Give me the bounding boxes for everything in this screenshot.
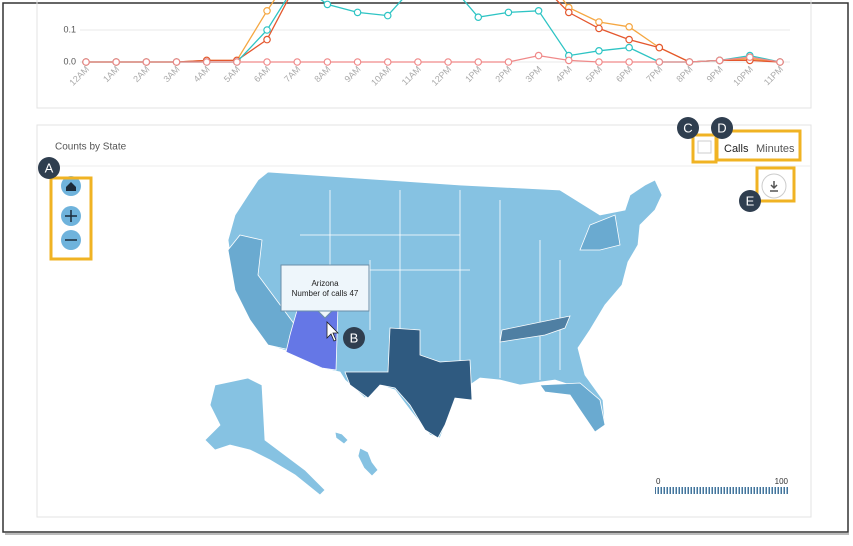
callout-letter: D — [717, 120, 726, 135]
callout-letter: B — [350, 330, 359, 345]
data-point — [233, 58, 241, 66]
data-point — [534, 51, 543, 60]
data-point — [202, 58, 211, 66]
data-point — [595, 24, 603, 33]
data-point — [142, 58, 151, 66]
series-line — [86, 54, 781, 63]
data-point — [595, 58, 603, 66]
data-point — [263, 7, 271, 15]
us-map — [204, 171, 663, 496]
y-tick-label: 0.0 — [63, 56, 76, 66]
state-texas[interactable] — [344, 327, 473, 439]
plus-icon — [65, 210, 77, 222]
chart-card — [36, 0, 812, 109]
data-point — [715, 56, 724, 65]
data-point — [776, 58, 784, 66]
data-point — [383, 11, 392, 20]
state-hawaii[interactable] — [357, 447, 379, 477]
callouts: A B C D E — [38, 117, 761, 349]
callout-box-a — [49, 176, 93, 261]
color-scale — [655, 487, 788, 494]
download-icon — [770, 181, 778, 192]
tooltip-state: Arizona — [311, 279, 339, 288]
data-point — [474, 58, 483, 66]
data-point — [504, 8, 513, 17]
data-point — [353, 8, 362, 17]
data-point — [323, 0, 332, 9]
data-point — [263, 26, 271, 34]
callout-badge — [38, 157, 60, 179]
data-point — [444, 58, 452, 66]
data-point — [625, 43, 633, 52]
state-california[interactable] — [227, 234, 296, 351]
data-point — [474, 13, 483, 22]
state-alaska[interactable] — [204, 377, 326, 496]
data-point — [625, 22, 633, 31]
data-point — [383, 58, 392, 66]
data-point — [595, 18, 603, 26]
y-tick-label: 0.1 — [63, 24, 76, 34]
series-line — [86, 0, 781, 63]
callout-boxes — [49, 129, 802, 261]
data-point — [504, 58, 513, 66]
home-icon — [66, 182, 76, 191]
state-florida[interactable] — [539, 382, 606, 433]
data-point — [564, 8, 573, 17]
data-point — [746, 53, 754, 62]
callout-box-e — [755, 166, 796, 203]
state-new-york[interactable] — [579, 214, 621, 251]
callout-badge — [739, 190, 761, 212]
data-point — [353, 58, 362, 66]
mouse-cursor — [326, 321, 339, 342]
data-point — [263, 58, 271, 66]
legend-max: 100 — [775, 477, 789, 486]
image-icon[interactable] — [697, 140, 712, 154]
tooltip — [280, 264, 370, 312]
toggle-minutes[interactable]: Minutes — [756, 143, 795, 155]
callout-letter: A — [45, 160, 54, 175]
map-title: Counts by State — [55, 142, 127, 153]
data-point — [655, 58, 664, 66]
line-chart — [80, 0, 790, 66]
data-point — [263, 35, 271, 44]
toggle-calls[interactable]: Calls — [724, 143, 749, 155]
state-borders — [290, 190, 561, 380]
legend-min: 0 — [656, 477, 661, 486]
state-tennessee[interactable] — [499, 315, 571, 343]
data-point — [625, 58, 633, 66]
tooltip-number: 47 — [349, 289, 358, 298]
data-point — [414, 58, 422, 66]
tooltip-value: Number of calls 47 — [292, 289, 359, 298]
data-point — [564, 56, 573, 65]
data-point — [82, 58, 90, 66]
callout-badge — [711, 117, 733, 139]
data-point — [655, 43, 664, 52]
callout-badge — [677, 117, 699, 139]
data-point — [625, 35, 633, 44]
data-point — [685, 58, 694, 66]
data-point — [595, 46, 603, 55]
data-point — [112, 58, 120, 66]
callout-badge — [343, 327, 365, 349]
callout-box-d — [715, 129, 802, 162]
data-point — [172, 58, 181, 66]
state-region[interactable] — [227, 171, 663, 439]
data-point — [293, 58, 302, 66]
data-point — [323, 58, 332, 66]
data-point — [534, 7, 543, 15]
callout-letter: E — [746, 193, 755, 208]
state-hawaii-islands[interactable] — [334, 431, 349, 445]
tooltip-pointer — [316, 310, 334, 319]
tooltip-metric: Number of calls — [292, 289, 348, 298]
callout-letter: C — [683, 120, 692, 135]
